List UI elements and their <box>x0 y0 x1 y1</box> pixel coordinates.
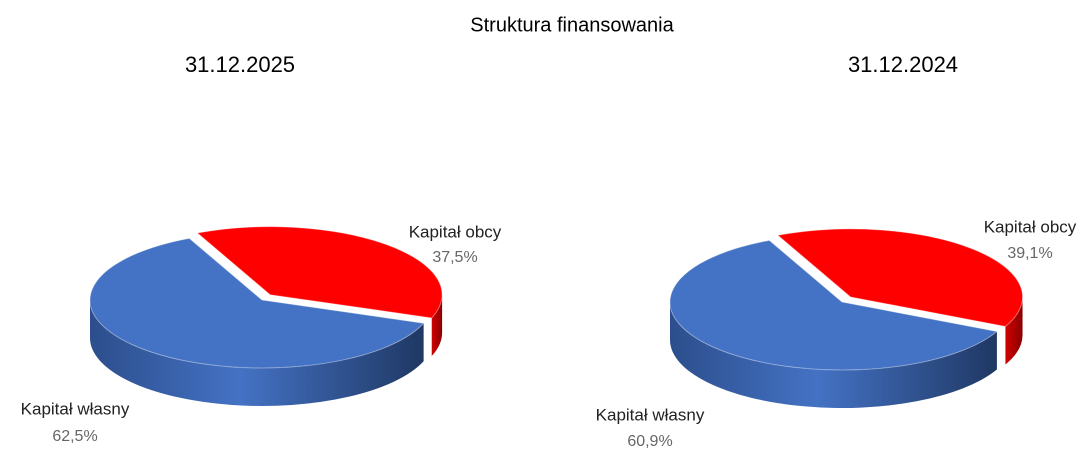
pie-tops <box>669 228 1024 371</box>
slice-side <box>431 294 443 356</box>
pie-slice <box>89 237 425 369</box>
slice-value: 39,1% <box>1007 245 1052 262</box>
pie-slice <box>196 226 443 319</box>
slice-side <box>90 300 424 407</box>
slice-label: Kapitał obcy <box>409 222 502 241</box>
pie-title: 31.12.2024 <box>848 52 958 77</box>
pie-slice <box>669 239 999 371</box>
slice-value: 60,9% <box>627 433 672 450</box>
pie-title: 31.12.2025 <box>185 52 295 77</box>
pie-slice <box>776 228 1024 328</box>
slice-value: 62,5% <box>52 428 97 445</box>
slice-side <box>1005 296 1023 365</box>
slice-label: Kapitał własny <box>21 399 130 418</box>
pie-sides <box>90 294 443 407</box>
slice-value: 37,5% <box>432 249 477 266</box>
pie-tops <box>89 226 443 369</box>
slice-label: Kapitał własny <box>596 405 705 424</box>
pie-sides <box>669 296 1023 408</box>
slice-label: Kapitał obcy <box>984 217 1077 236</box>
slice-side <box>669 302 997 408</box>
chart-title: Struktura finansowania <box>470 14 674 36</box>
